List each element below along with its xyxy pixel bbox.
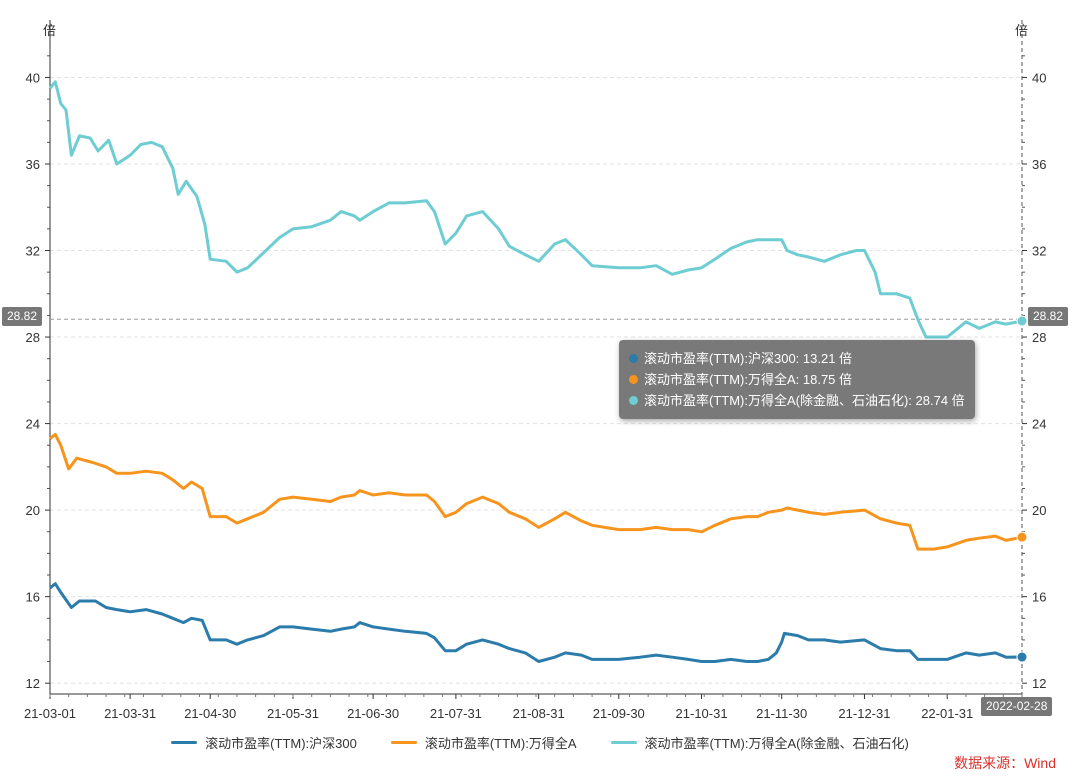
y-tick-label-right: 16 xyxy=(1032,590,1046,605)
y-tick-label-left: 24 xyxy=(26,417,40,432)
x-tick-label: 21-05-31 xyxy=(267,706,319,721)
y-tick-label-right: 36 xyxy=(1032,157,1046,172)
tooltip-text: 滚动市盈率(TTM):万得全A: 18.75 倍 xyxy=(644,372,853,387)
y-tick-label-right: 12 xyxy=(1032,676,1046,691)
tooltip: 滚动市盈率(TTM):沪深300: 13.21 倍 滚动市盈率(TTM):万得全… xyxy=(619,340,975,419)
x-tick-label: 21-06-30 xyxy=(347,706,399,721)
tooltip-text: 滚动市盈率(TTM):沪深300: 13.21 倍 xyxy=(644,351,853,366)
axes: 12 12 16 16 20 20 24 24 28 28 32 32 36 36 40 40 21-03-01… xyxy=(24,20,1046,721)
y-tick-label-left: 20 xyxy=(26,503,40,518)
y-tick-label-right: 40 xyxy=(1032,70,1046,85)
tooltip-text: 滚动市盈率(TTM):万得全A(除金融、石油石化): 28.74 倍 xyxy=(644,393,965,408)
y-tick-label-right: 24 xyxy=(1032,417,1046,432)
x-tick-label: 22-01-31 xyxy=(921,706,973,721)
series-line-0 xyxy=(49,582,1023,663)
tooltip-row: 滚动市盈率(TTM):万得全A: 18.75 倍 xyxy=(629,369,965,390)
x-tick-label: 21-03-01 xyxy=(24,706,76,721)
legend-item-wind-all-a-ex[interactable]: 滚动市盈率(TTM):万得全A(除金融、石油石化) xyxy=(610,733,909,752)
legend-label: 滚动市盈率(TTM):沪深300 xyxy=(205,736,357,751)
y-tick-label-left: 32 xyxy=(26,244,40,259)
x-tick-label: 21-08-31 xyxy=(513,706,565,721)
x-tick-label: 21-07-31 xyxy=(430,706,482,721)
tooltip-row: 滚动市盈率(TTM):万得全A(除金融、石油石化): 28.74 倍 xyxy=(629,390,965,411)
data-source: 数据来源：Wind xyxy=(954,755,1056,771)
x-tick-label: 21-04-30 xyxy=(184,706,236,721)
x-tick-label: 21-03-31 xyxy=(104,706,156,721)
y-tick-label-left: 28 xyxy=(26,330,40,345)
legend-swatch xyxy=(610,741,637,744)
tooltip-dot xyxy=(629,354,638,363)
gridlines xyxy=(50,76,1022,684)
legend-swatch xyxy=(171,741,198,744)
right-axis-unit: 倍 xyxy=(1015,23,1028,38)
legend-label: 滚动市盈率(TTM):万得全A(除金融、石油石化) xyxy=(644,736,909,751)
y-tick-label-left: 16 xyxy=(26,590,40,605)
y-tick-label-right: 28 xyxy=(1032,330,1046,345)
series-end-marker-2 xyxy=(1016,315,1028,327)
x-tick-label: 21-11-30 xyxy=(756,706,807,721)
y-axis-pointer-label-left: 28.82 xyxy=(2,307,43,326)
y-tick-label-left: 12 xyxy=(26,676,40,691)
y-tick-label-right: 20 xyxy=(1032,503,1046,518)
x-tick-label: 21-12-31 xyxy=(838,706,890,721)
series-lines xyxy=(48,80,1023,663)
tooltip-dot xyxy=(629,396,638,405)
x-axis-pointer-label: 2022-02-28 xyxy=(981,697,1053,716)
end-markers xyxy=(1016,315,1028,663)
series-line-1 xyxy=(49,432,1023,551)
legend-swatch xyxy=(390,741,417,744)
tooltip-row: 滚动市盈率(TTM):沪深300: 13.21 倍 xyxy=(629,348,965,369)
y-tick-label-left: 36 xyxy=(26,157,40,172)
left-axis-unit: 倍 xyxy=(43,23,56,38)
x-tick-label: 21-09-30 xyxy=(593,706,645,721)
y-tick-label-left: 40 xyxy=(26,70,40,85)
tooltip-dot xyxy=(629,375,638,384)
series-end-marker-1 xyxy=(1016,531,1028,543)
series-end-marker-0 xyxy=(1016,651,1028,663)
series-line-2 xyxy=(48,80,1023,339)
y-tick-label-right: 32 xyxy=(1032,244,1046,259)
x-tick-label: 21-10-31 xyxy=(676,706,728,721)
legend: 滚动市盈率(TTM):沪深300 滚动市盈率(TTM):万得全A 滚动市盈率(T… xyxy=(0,733,1080,752)
y-axis-pointer-label-right: 28.82 xyxy=(1028,307,1069,326)
legend-item-wind-all-a[interactable]: 滚动市盈率(TTM):万得全A xyxy=(390,733,577,752)
legend-item-hs300[interactable]: 滚动市盈率(TTM):沪深300 xyxy=(171,733,357,752)
legend-label: 滚动市盈率(TTM):万得全A xyxy=(424,736,577,751)
